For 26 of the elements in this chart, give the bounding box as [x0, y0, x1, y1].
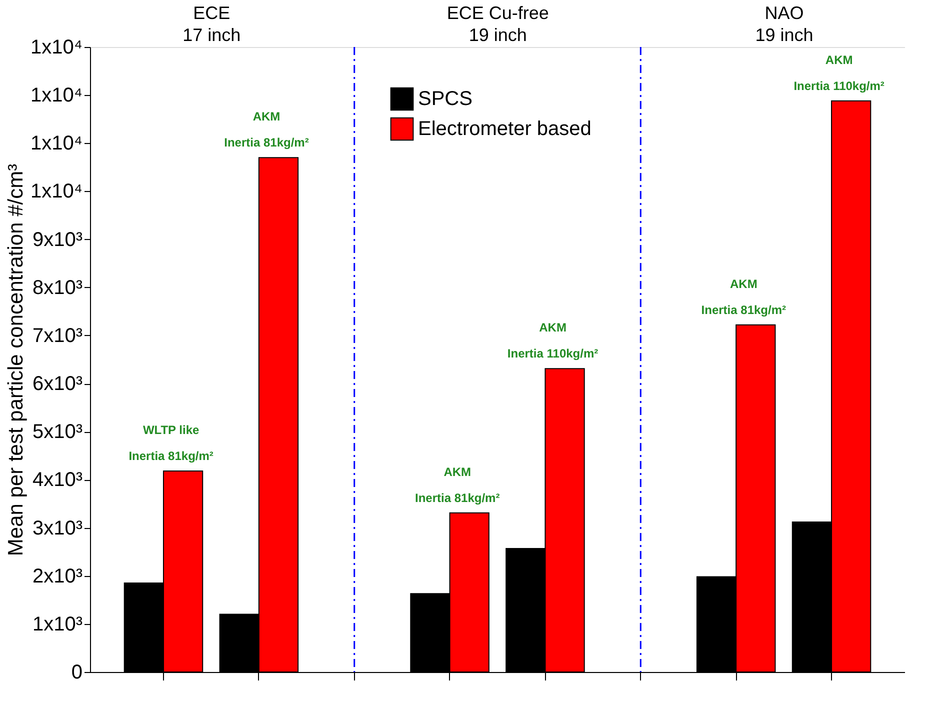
y-tick-label: 9x10³	[32, 228, 83, 251]
annotation: AKM Inertia 110kg/m²	[794, 52, 884, 93]
y-tick-label: 1x10⁴	[30, 36, 82, 58]
y-tick-label: 0	[71, 662, 82, 684]
y-tick-label: 8x10³	[32, 276, 83, 299]
annotation: AKM Inertia 110kg/m²	[507, 320, 598, 361]
y-tick-label: 7x10³	[32, 324, 83, 347]
annotation: AKM Inertia 81kg/m²	[414, 464, 500, 505]
text: ECE Cu-free 19 inch	[446, 3, 549, 45]
y-axis-title: Mean per test particle concentration #/cm³	[4, 164, 28, 556]
annotation: WLTP like Inertia 81kg/m²	[128, 423, 214, 464]
legend-label: SPCS	[418, 88, 472, 110]
text: NAO 19 inch	[755, 3, 814, 45]
y-tick-label: 1x10³	[32, 613, 83, 636]
legend-label: Electrometer based	[418, 118, 592, 140]
y-tick-label: 6x10³	[32, 373, 83, 396]
y-tick-label: 3x10³	[32, 517, 83, 540]
y-tick-label: 4x10³	[32, 469, 83, 492]
y-tick-label: 1x10⁴	[30, 84, 82, 107]
annotation: AKM Inertia 81kg/m²	[701, 276, 786, 317]
text: ECE 17 inch	[182, 3, 241, 45]
annotation: AKM Inertia 81kg/m²	[224, 110, 309, 150]
y-tick-label: 2x10³	[32, 565, 83, 588]
y-tick-label: 1x10⁴	[30, 180, 82, 203]
y-tick-label: 1x10⁴	[30, 132, 82, 155]
y-tick-label: 5x10³	[32, 421, 83, 444]
